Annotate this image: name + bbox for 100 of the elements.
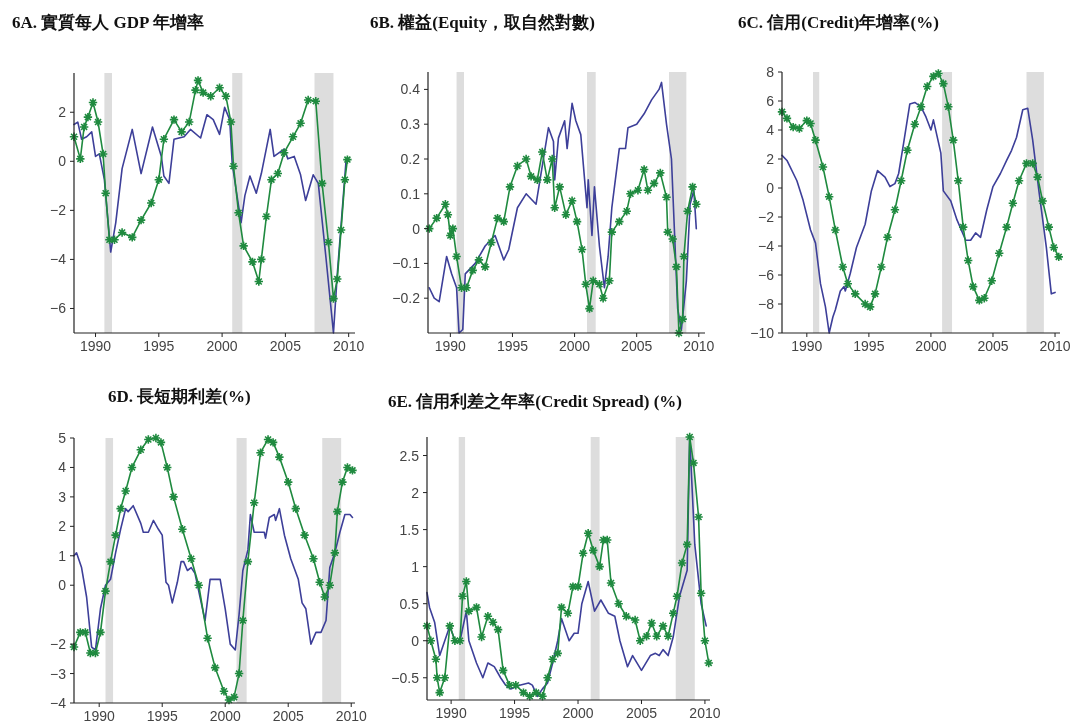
y-tick-label: 0.4 — [400, 81, 421, 98]
y-tick-label: 2 — [58, 518, 67, 535]
point — [1001, 222, 1012, 233]
point — [556, 602, 567, 613]
point — [249, 497, 260, 508]
point — [324, 580, 335, 591]
point — [684, 432, 695, 442]
point — [554, 181, 565, 192]
point — [667, 234, 678, 245]
point — [641, 631, 652, 642]
point — [95, 627, 106, 638]
point — [703, 657, 714, 668]
point — [580, 279, 591, 290]
point — [817, 161, 828, 172]
point — [242, 556, 253, 567]
point — [498, 216, 509, 227]
x-tick-label: 2005 — [269, 338, 302, 354]
point — [136, 215, 147, 226]
point — [606, 227, 617, 238]
x-tick-label: 1995 — [853, 338, 885, 354]
point — [283, 477, 294, 488]
point — [177, 524, 188, 535]
point — [93, 117, 104, 128]
point — [850, 288, 861, 299]
point — [668, 608, 679, 619]
point — [425, 635, 436, 646]
x-tick-label: 2005 — [625, 705, 658, 721]
point — [424, 223, 435, 234]
point — [295, 118, 306, 129]
point — [431, 213, 442, 224]
x-tick-label: 1990 — [79, 338, 112, 354]
line-series — [73, 106, 347, 334]
point — [963, 255, 974, 266]
point — [662, 227, 673, 238]
point — [184, 117, 195, 128]
y-tick-label: −4 — [758, 238, 775, 254]
y-tick-label: −2 — [50, 202, 67, 219]
x-tick-label: 1995 — [146, 708, 178, 722]
point — [308, 553, 319, 564]
point — [100, 586, 111, 597]
point — [889, 204, 900, 215]
point — [150, 433, 161, 443]
point — [279, 147, 290, 158]
point — [504, 181, 515, 192]
point — [567, 195, 578, 206]
point — [193, 580, 204, 591]
point — [948, 135, 959, 146]
y-tick-label: 2 — [58, 104, 67, 121]
point — [486, 237, 497, 248]
point — [837, 262, 848, 273]
point — [434, 687, 445, 698]
y-tick-label: 0.5 — [399, 595, 420, 612]
y-tick-label: 1.5 — [399, 521, 420, 538]
point — [916, 101, 926, 112]
point — [314, 577, 325, 588]
point — [625, 188, 636, 199]
point — [482, 611, 493, 622]
x-tick-label: 2000 — [562, 705, 594, 721]
point — [974, 295, 985, 306]
point — [218, 686, 229, 697]
chart-title: 6C. 信用(Credit)年增率(%) — [738, 13, 939, 32]
y-tick-label: 2 — [411, 484, 420, 501]
point — [578, 548, 589, 559]
point — [225, 117, 236, 128]
point — [290, 503, 301, 514]
point — [614, 216, 625, 227]
point — [186, 553, 197, 564]
point — [655, 167, 666, 178]
y-tick-label: 1 — [58, 547, 67, 564]
point — [1014, 175, 1025, 186]
point — [328, 293, 339, 304]
x-tick-label: 1990 — [83, 708, 115, 722]
point — [510, 680, 521, 691]
y-tick-label: 0 — [412, 220, 421, 237]
point — [777, 106, 787, 117]
point — [162, 462, 173, 473]
y-tick-label: 4 — [766, 122, 775, 138]
point — [342, 154, 353, 165]
y-tick-label: 0.1 — [400, 185, 421, 202]
point — [810, 135, 821, 146]
point — [87, 97, 98, 108]
point — [146, 198, 157, 208]
point — [572, 216, 583, 227]
point — [214, 82, 225, 93]
point — [682, 206, 693, 217]
point — [317, 178, 328, 189]
point — [547, 154, 558, 164]
point — [337, 477, 348, 488]
x-tick-label: 1995 — [496, 338, 529, 354]
point — [332, 274, 343, 285]
point — [432, 672, 443, 683]
point — [439, 672, 450, 683]
x-tick-label: 2000 — [209, 708, 241, 722]
y-tick-label: −0.5 — [391, 669, 420, 686]
point — [953, 175, 964, 186]
point — [671, 261, 682, 272]
y-tick-label: 6 — [766, 93, 775, 109]
point — [1053, 251, 1064, 262]
x-tick-label: 1995 — [498, 705, 531, 721]
point — [896, 175, 907, 186]
